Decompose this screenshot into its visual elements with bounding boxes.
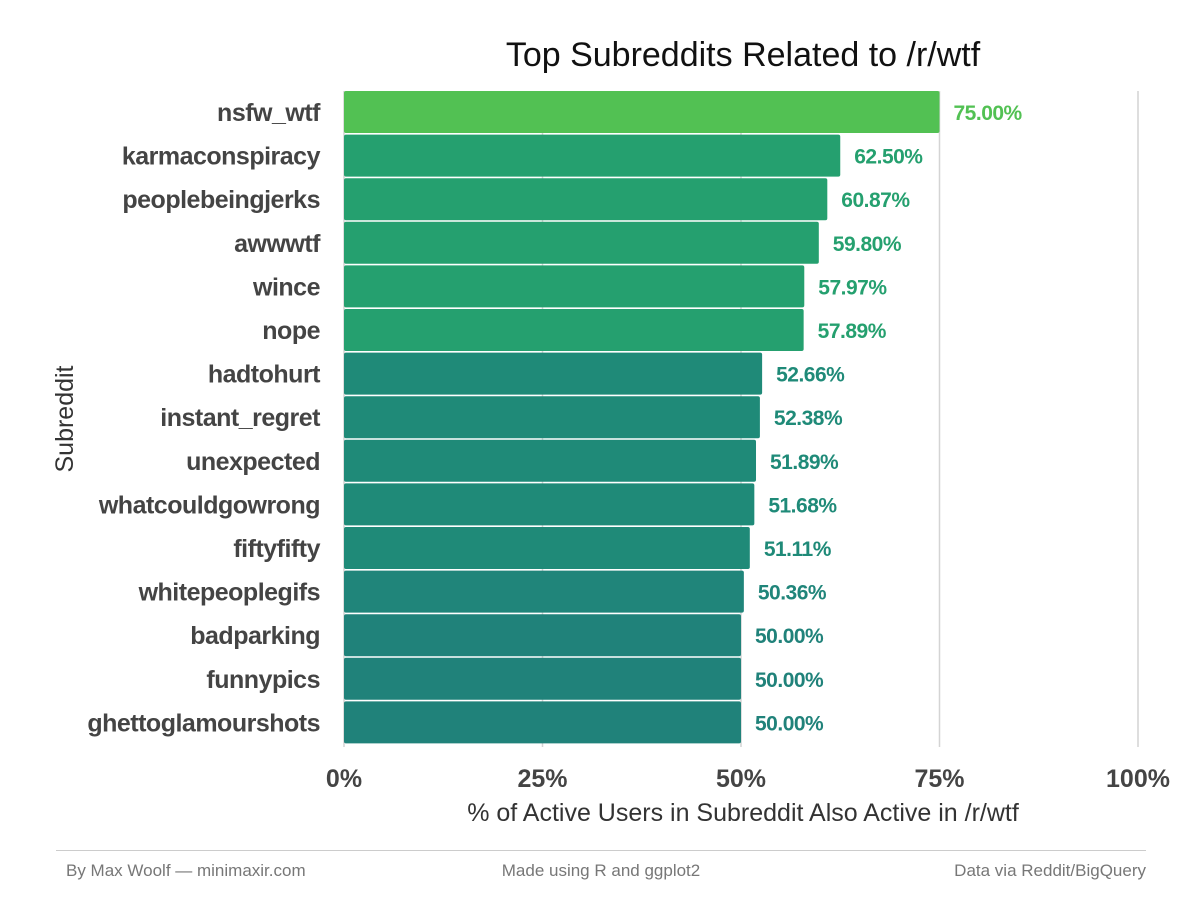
footer-tools: Made using R and ggplot2	[501, 861, 701, 880]
value-label: 51.11%	[764, 538, 832, 561]
x-tick-label: 100%	[1106, 765, 1170, 793]
bar-instant_regret	[344, 396, 760, 439]
category-label: fiftyfifty	[233, 535, 320, 563]
value-label: 57.97%	[818, 276, 887, 299]
bar-unexpected	[344, 439, 757, 482]
x-tick-label: 50%	[716, 765, 766, 793]
value-label: 51.68%	[768, 494, 837, 517]
x-axis-title: % of Active Users in Subreddit Also Acti…	[467, 799, 1019, 827]
value-label: 52.66%	[776, 364, 845, 387]
value-labels: 75.00% 62.50% 60.87% 59.80% 57.97% 57.89% 52.6…	[755, 102, 1023, 735]
category-label: instant_regret	[160, 404, 321, 432]
value-label: 50.00%	[755, 712, 824, 735]
value-label: 50.00%	[755, 669, 824, 692]
x-tick-label: 25%	[517, 765, 567, 793]
category-label: nope	[262, 317, 320, 345]
value-label: 75.00%	[954, 102, 1023, 125]
x-tick-label: 75%	[914, 765, 964, 793]
footer-author: By Max Woolf — minimaxir.com	[66, 861, 306, 880]
bars-group	[344, 91, 940, 744]
bar-nsfw_wtf	[344, 91, 940, 133]
value-label: 59.80%	[833, 233, 902, 256]
category-label: unexpected	[186, 448, 320, 476]
category-label: funnypics	[206, 666, 320, 694]
footer: By Max Woolf — minimaxir.com Made using …	[56, 850, 1146, 895]
category-label: nsfw_wtf	[217, 99, 321, 127]
value-label: 50.36%	[758, 582, 827, 605]
bar-nope	[344, 309, 804, 351]
bar-peoplebeingjerks	[344, 178, 828, 221]
bar-wince	[344, 265, 805, 308]
category-label: karmaconspiracy	[122, 143, 321, 171]
category-label: hadtohurt	[208, 361, 321, 389]
bar-whatcouldgowrong	[344, 483, 755, 526]
category-labels: nsfw_wtf karmaconspiracy peoplebeingjerks a…	[87, 99, 321, 737]
bar-badparking	[344, 614, 741, 657]
value-label: 60.87%	[841, 189, 910, 212]
value-label: 62.50%	[854, 146, 923, 169]
bar-funnypics	[344, 657, 741, 700]
value-label: 57.89%	[818, 320, 887, 343]
bar-fiftyfifty	[344, 527, 750, 569]
value-label: 52.38%	[774, 407, 843, 430]
bar-chart: Top Subreddits Related to /r/wtf nsfw_wt…	[51, 36, 1170, 827]
footer-source: Data via Reddit/BigQuery	[954, 861, 1146, 880]
chart-title: Top Subreddits Related to /r/wtf	[506, 36, 981, 74]
value-label: 50.00%	[755, 625, 824, 648]
x-tick-labels: 0% 25% 50% 75% 100%	[326, 765, 1170, 793]
y-axis-title: Subreddit	[51, 365, 79, 472]
x-tick-label: 0%	[326, 765, 362, 793]
bar-awwwtf	[344, 221, 819, 264]
category-label: whatcouldgowrong	[98, 491, 320, 519]
category-label: awwwtf	[234, 230, 321, 258]
value-label: 51.89%	[770, 451, 839, 474]
category-label: wince	[252, 273, 321, 301]
category-label: badparking	[190, 622, 320, 650]
category-label: ghettoglamourshots	[87, 709, 320, 737]
bar-whitepeoplegifs	[344, 570, 744, 613]
bar-hadtohurt	[344, 352, 763, 395]
category-label: whitepeoplegifs	[138, 579, 320, 607]
bar-karmaconspiracy	[344, 134, 841, 177]
category-label: peoplebeingjerks	[122, 186, 320, 214]
bar-ghettoglamourshots	[344, 701, 741, 744]
